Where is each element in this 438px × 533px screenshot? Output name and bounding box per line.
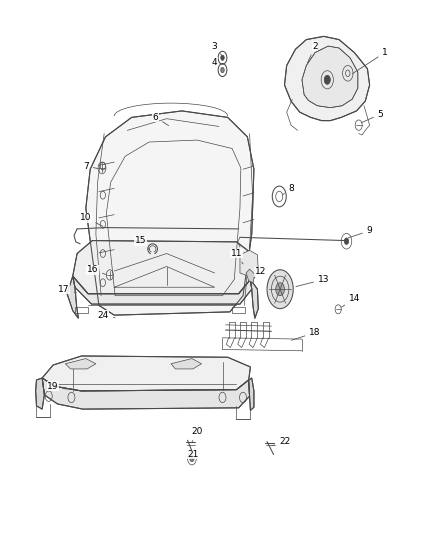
Polygon shape [65,359,96,369]
Polygon shape [251,279,258,318]
Text: 22: 22 [272,437,290,446]
Polygon shape [73,276,252,304]
Circle shape [267,270,293,309]
Text: 10: 10 [80,213,103,227]
Circle shape [344,238,349,245]
Text: 12: 12 [254,267,266,278]
Text: 11: 11 [231,249,243,264]
Text: 5: 5 [361,110,383,123]
Polygon shape [285,36,370,120]
Text: 4: 4 [212,58,221,68]
Text: 14: 14 [341,294,360,307]
Polygon shape [35,378,44,409]
Text: 16: 16 [87,265,106,274]
Polygon shape [42,356,251,391]
Circle shape [221,68,224,72]
Circle shape [276,282,285,296]
Text: 13: 13 [296,275,329,287]
Text: 2: 2 [307,42,318,63]
Polygon shape [246,269,255,282]
Text: 9: 9 [348,227,372,238]
Polygon shape [302,46,358,108]
Polygon shape [240,251,258,277]
Text: 3: 3 [212,42,222,55]
Circle shape [324,75,330,84]
Polygon shape [171,359,201,369]
Polygon shape [73,240,252,294]
Text: 6: 6 [153,113,169,126]
Text: 21: 21 [187,450,198,459]
Text: 19: 19 [47,382,67,391]
Text: 20: 20 [191,427,203,442]
Circle shape [221,55,224,60]
Polygon shape [67,276,78,318]
Text: 24: 24 [98,311,115,320]
Polygon shape [86,111,254,315]
Polygon shape [249,378,254,410]
Text: 15: 15 [134,236,149,249]
Text: 8: 8 [283,184,294,195]
Circle shape [190,455,194,462]
Text: 1: 1 [352,48,388,74]
Text: 17: 17 [58,285,77,294]
Polygon shape [42,378,250,409]
Text: 7: 7 [83,161,99,171]
Text: 18: 18 [292,328,321,340]
